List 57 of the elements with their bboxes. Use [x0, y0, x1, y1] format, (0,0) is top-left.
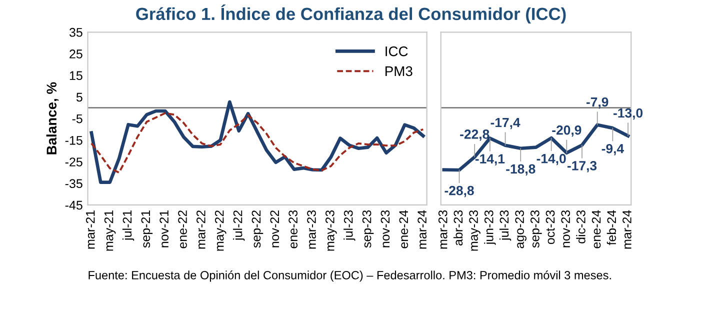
data-label: -22,8 — [460, 130, 490, 141]
y-tick-label: 15 — [70, 71, 82, 80]
x-tick-label: nov-21 — [160, 210, 168, 248]
legend-label: ICC — [386, 46, 408, 56]
x-tick-label: ago-23 — [515, 210, 526, 248]
x-tick-label: mar-24 — [622, 210, 632, 249]
x-tick-label: sep-23 — [362, 210, 374, 248]
data-label: -14,1 — [475, 154, 505, 166]
x-tick-label: mar-23 — [307, 210, 316, 249]
data-label: -9,4 — [602, 144, 624, 156]
x-tick-label: nov-22 — [270, 210, 280, 248]
x-tick-label: ene-24 — [592, 210, 601, 248]
y-tick-label: 5 — [76, 92, 82, 102]
x-tick-label: sep-22 — [252, 210, 264, 248]
x-tick-label: mar-24 — [418, 210, 426, 249]
x-tick-label: mar-21 — [86, 210, 95, 249]
y-tick-label: -25 — [65, 158, 82, 166]
x-tick-label: may-21 — [104, 210, 116, 251]
x-tick-label: jul-22 — [233, 210, 245, 241]
y-tick-label: 35 — [69, 28, 82, 37]
y-tick-label: -5 — [72, 114, 82, 124]
x-tick-label: ene-22 — [178, 210, 187, 248]
x-tick-label: jul-23 — [499, 210, 512, 241]
y-tick-label: -45 — [65, 200, 82, 210]
y-tick-label: 25 — [70, 50, 82, 58]
x-tick-label: feb-24 — [606, 210, 616, 246]
data-label: -14,0 — [536, 154, 566, 166]
x-tick-label: may-23 — [469, 210, 480, 251]
x-tick-label: ene-24 — [399, 210, 408, 248]
x-tick-label: may-23 — [325, 210, 337, 251]
x-tick-label: may-22 — [214, 210, 226, 251]
data-label: -17,4 — [490, 118, 520, 130]
x-tick-label: sep-21 — [141, 210, 153, 248]
data-label: -28,8 — [444, 186, 474, 198]
x-tick-label: mar-22 — [196, 210, 206, 249]
y-tick-label: -35 — [65, 179, 82, 188]
chart-title: Gráfico 1. Índice de Confianza del Consumidor (ICC) — [136, 4, 566, 24]
x-tick-label: dic-23 — [576, 210, 586, 244]
x-tick-label: nov-23 — [380, 210, 390, 248]
x-tick-label: sep-23 — [530, 210, 542, 248]
x-tick-label: ene-23 — [288, 210, 298, 248]
x-tick-label: nov-23 — [561, 210, 570, 248]
y-axis-title: Balance, % — [46, 82, 59, 154]
legend-label: PM3 — [386, 66, 412, 76]
x-tick-label: jul-23 — [344, 210, 356, 241]
data-label: -18,8 — [506, 164, 536, 176]
data-label: -13,0 — [614, 108, 643, 120]
data-label: -17,3 — [567, 161, 597, 172]
y-tick-label: -15 — [65, 136, 82, 145]
data-label: -7,9 — [586, 97, 608, 109]
x-tick-label: oct-23 — [546, 210, 555, 244]
data-label: -20,9 — [552, 125, 582, 137]
x-tick-label: jul-21 — [122, 210, 134, 241]
x-tick-label: jun-23 — [484, 210, 496, 245]
source-note: Fuente: Encuesta de Opinión del Consumidor (EOC) – Fedesarrollo. PM3: Promedio móvil 3 meses. — [88, 270, 611, 282]
x-tick-label: abr-23 — [453, 210, 463, 246]
x-tick-label: mar-23 — [438, 210, 448, 249]
